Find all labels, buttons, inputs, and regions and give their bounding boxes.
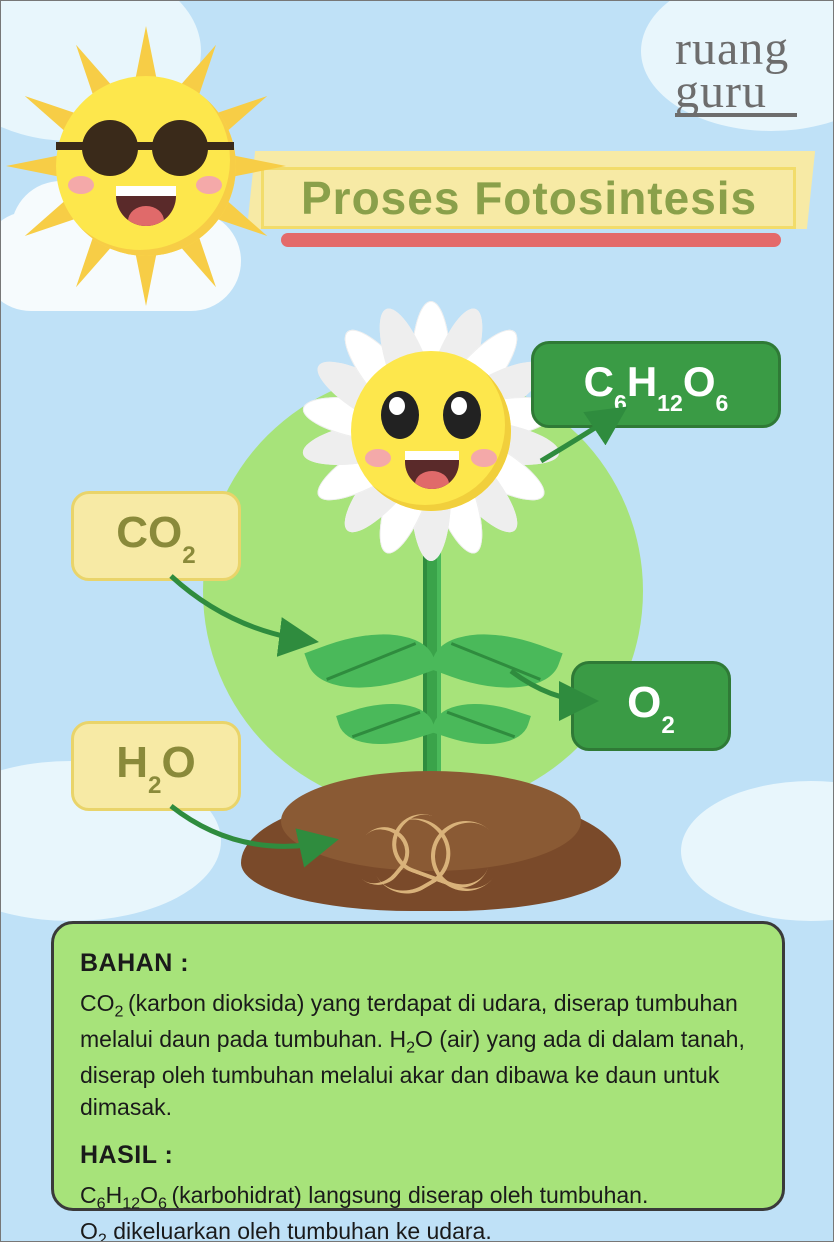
brand-logo: ruang guru: [675, 27, 797, 117]
panel-heading-bahan: BAHAN :: [80, 946, 756, 981]
input-label-h2o: H2O: [71, 721, 241, 811]
info-panel: BAHAN : CO2 (karbon dioksida) yang terda…: [51, 921, 785, 1211]
soil-illustration: [241, 761, 621, 911]
infographic-canvas: ruang guru Proses Fotosintesis: [0, 0, 834, 1242]
panel-text-hasil: C6H12O6 (karbohidrat) langsung diserap o…: [80, 1179, 756, 1242]
output-label-o2: O2: [571, 661, 731, 751]
sun-icon: [11, 31, 281, 301]
title-banner: Proses Fotosintesis: [271, 141, 811, 261]
formula-co2: CO2: [116, 508, 195, 564]
page-title: Proses Fotosintesis: [301, 171, 757, 225]
formula-glucose: C6H12O6: [584, 358, 729, 411]
input-label-co2: CO2: [71, 491, 241, 581]
formula-h2o: H2O: [116, 738, 195, 794]
brand-line2: guru: [675, 70, 797, 117]
brand-line1: ruang: [675, 27, 797, 70]
formula-o2: O2: [627, 678, 675, 734]
panel-heading-hasil: HASIL :: [80, 1138, 756, 1173]
cloud-decoration: [681, 781, 834, 921]
output-label-glucose: C6H12O6: [531, 341, 781, 428]
panel-text-bahan: CO2 (karbon dioksida) yang terdapat di u…: [80, 987, 756, 1124]
